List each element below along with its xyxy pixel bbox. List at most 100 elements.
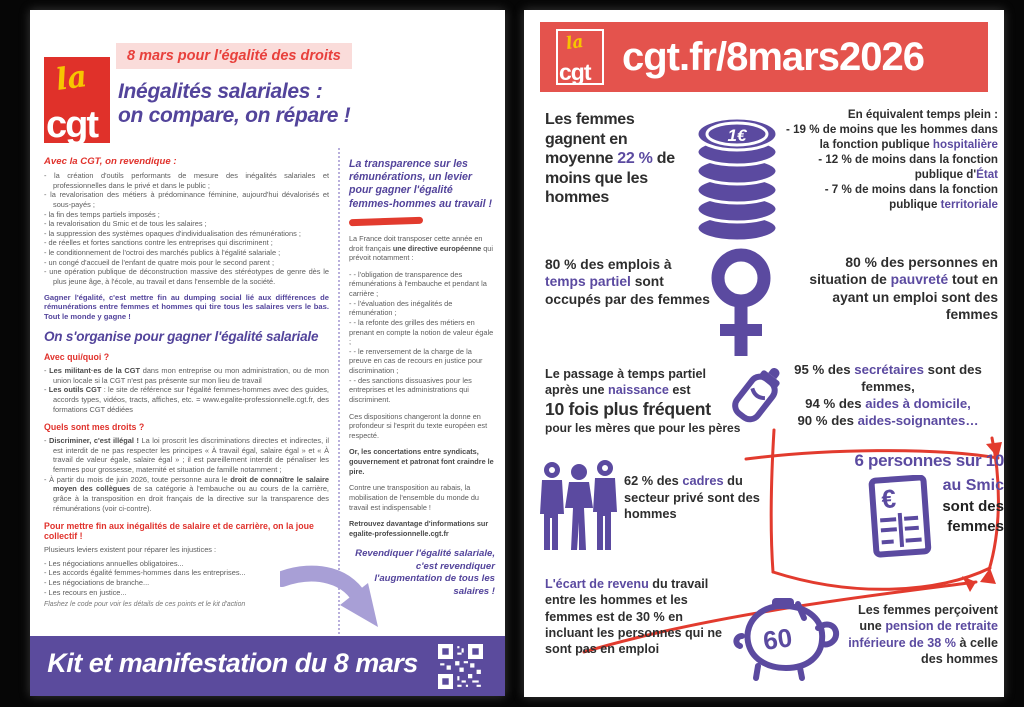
stat-highlight: pension de retraite inférieure de 38 % xyxy=(848,619,998,650)
stat-line: - 19 % de moins que les hommes dans la f… xyxy=(784,122,998,152)
bottom-banner-label: Kit et manifestation du 8 mars xyxy=(47,648,418,678)
stat-highlight: 22 % xyxy=(617,150,653,168)
stat-highlight: L'écart de revenu xyxy=(545,577,649,591)
sidebar-heading: La transparence sur les rémunérations, u… xyxy=(349,158,493,210)
cgt-outline-logo: la cgt xyxy=(556,29,604,85)
stat-line: - 12 % de moins dans la fonction publiqu… xyxy=(784,152,998,182)
cgt-logo: la cgt xyxy=(44,57,110,146)
sidebar-column: La transparence sur les rémunérations, u… xyxy=(340,148,495,634)
stat-text: 80 % des personnes en situation de xyxy=(809,255,998,288)
right-page: la cgt cgt.fr/8mars2026 Les femmes gagne… xyxy=(524,10,1004,697)
stat-highlight: territoriale xyxy=(940,198,998,212)
page-title-line1: Inégalités salariales : xyxy=(118,80,323,103)
stat-text: sont des femmes, xyxy=(861,362,982,394)
stat-wage-gap: Les femmes gagnent en moyenne 22 % de mo… xyxy=(545,110,697,208)
stat-line: après une naissance est xyxy=(545,382,750,398)
stat-smic-box: 6 personnes sur 10 € au xyxy=(782,451,1004,559)
cgt-logo-cgt: cgt xyxy=(46,104,99,146)
levers-list: Les négociations annuelles obligatoires.… xyxy=(44,559,329,598)
who-item-rest: dans mon entreprise ou mon administratio… xyxy=(53,366,329,385)
stat-highlight: cadres xyxy=(682,473,724,488)
stat-pension: Les femmes perçoivent une pension de ret… xyxy=(838,602,998,667)
stat-text: tout en ayant un emploi sont des femmes xyxy=(832,272,998,323)
rights-item-bold: droit de connaître le salaire moyen des … xyxy=(53,474,329,494)
stat-line: Le passage à temps partiel xyxy=(545,367,706,381)
stat-feminised-jobs: 95 % des secrétaires sont des femmes, 94… xyxy=(770,362,1006,430)
sidebar-item: - le renversement de la charge de la pre… xyxy=(349,347,495,376)
who-item: Les outils CGT : le site de référence su… xyxy=(44,385,329,414)
sidebar-item-text: des sanctions dissuasives pour les entre… xyxy=(349,375,472,404)
stat-text: de moins que les hommes xyxy=(545,150,675,207)
smic-box-lines: au Smic sont des femmes xyxy=(942,475,1004,537)
sidebar-item-text: l'obligation de transparence des rémunér… xyxy=(349,269,487,299)
sidebar-more-info: Retrouvez davantage d'informations sur e… xyxy=(349,519,489,538)
stat-income-gap: L'écart de revenu du travail entre les h… xyxy=(545,576,733,658)
claims-heading: Avec la CGT, on revendique : xyxy=(44,156,177,167)
collective-heading: Pour mettre fin aux inégalités de salair… xyxy=(44,521,314,542)
stat-text: - 7 % de moins dans la fonction publique xyxy=(824,183,998,212)
sidebar-list: - l'obligation de transparence des rémun… xyxy=(349,270,495,405)
levers-intro: Plusieurs leviers existent pour réparer … xyxy=(44,545,217,555)
stat-highlight: aides-soignantes… xyxy=(857,412,979,428)
rights-list: Discriminer, c'est illégal ! La loi pros… xyxy=(44,436,329,513)
stat-working-poor: 80 % des personnes en situation de pauvr… xyxy=(792,254,998,324)
dumping-paragraph: Gagner l'égalité, c'est mettre fin au du… xyxy=(44,292,329,322)
sidebar-item-text: le renversement de la charge de la preuv… xyxy=(349,346,483,376)
stat-text: Les femmes gagnent en moyenne xyxy=(545,111,635,168)
rights-item-rest: La loi proscrit les discriminations dire… xyxy=(53,436,329,475)
sidebar-item: - la refonte des grilles des métiers en … xyxy=(349,318,495,347)
who-item-bold: Les outils CGT xyxy=(48,385,102,395)
stat-highlight: hospitalière xyxy=(932,138,998,152)
lever-item: Les négociations de branche... xyxy=(44,578,329,588)
stat-text: est xyxy=(668,383,691,398)
sidebar-quote: Revendiquer l'égalité salariale, c'est r… xyxy=(355,548,495,597)
claim-item: une opération publique de déconstruction… xyxy=(44,267,329,286)
right-header-banner: la cgt cgt.fr/8mars2026 xyxy=(540,22,988,92)
stat-public-service: En équivalent temps plein : - 19 % de mo… xyxy=(784,107,998,212)
who-list: Les militant·es de la CGT dans mon entre… xyxy=(44,366,329,414)
female-symbol-icon xyxy=(711,248,771,356)
lever-item: Les recours en justice... xyxy=(44,588,329,598)
who-heading: Avec qui/quoi ? xyxy=(44,352,110,363)
cgt-logo-la: la xyxy=(564,31,585,55)
claim-item: un congé d'accueil de l'enfant de quatre… xyxy=(44,258,329,268)
stat-text: du secteur privé sont des hommes xyxy=(624,473,760,522)
two-column-layout: Avec la CGT, on revendique : la création… xyxy=(44,148,495,634)
qr-code xyxy=(438,644,483,689)
sidebar-p1-pre: La France doit transposer cette année en… xyxy=(349,233,483,253)
sidebar-p1-post: qui prévoit notamment : xyxy=(349,243,493,263)
sidebar-item-text: l'évaluation des inégalités de rémunérat… xyxy=(349,298,453,318)
smic-box-line1: 6 personnes sur 10 xyxy=(854,451,1004,470)
stat-text: Les femmes perçoivent une xyxy=(858,603,998,634)
bottom-banner: Kit et manifestation du 8 mars xyxy=(30,636,505,696)
claim-item: la revalorisation des métiers à prédomin… xyxy=(44,190,329,209)
stat-part-time: 80 % des emplois à temps partiel sont oc… xyxy=(545,256,713,308)
claim-item: la fin des temps partiels imposés ; xyxy=(44,210,329,220)
stat-line: - 7 % de moins dans la fonction publique… xyxy=(784,182,998,212)
claims-list: la création d'outils performants de mesu… xyxy=(44,171,330,287)
organise-heading: On s'organise pour gagner l'égalité sala… xyxy=(44,329,319,345)
rights-item: Discriminer, c'est illégal ! La loi pros… xyxy=(44,436,329,475)
piggy-bank-icon: 60 xyxy=(733,598,840,681)
stat-highlight: secrétaires xyxy=(854,362,924,377)
rights-item-bold: Discriminer, c'est illégal ! xyxy=(49,436,139,446)
claim-item: la suppression des systèmes opaques d'in… xyxy=(44,229,329,239)
stat-text: 80 % des emplois à xyxy=(545,257,672,272)
campaign-url: cgt.fr/8mars2026 xyxy=(622,35,925,79)
who-item-rest: : le site de référence sur l'égalité fem… xyxy=(53,385,329,414)
page-title: Inégalités salariales : on compare, on r… xyxy=(118,80,351,128)
sidebar-item: - l'évaluation des inégalités de rémunér… xyxy=(349,299,495,318)
stat-text: - 12 % de moins dans la fonction publiqu… xyxy=(818,153,998,182)
stat-highlight: pauvreté xyxy=(890,272,949,288)
stat-text: après une xyxy=(545,383,608,398)
coins-stack-icon: 1€ xyxy=(695,116,779,243)
rights-item-pre: À partir du mois de juin 2026, toute per… xyxy=(49,474,231,484)
sidebar-paragraph-mobilisation: Contre une transposition au rabais, la m… xyxy=(349,483,479,512)
piggy-label: 60 xyxy=(761,622,794,656)
purple-arrow-icon xyxy=(280,565,378,627)
stat-highlight: aides à domicile, xyxy=(865,395,971,411)
sidebar-item-text: la refonte des grilles des métiers en pr… xyxy=(349,317,494,347)
claim-item: de réelles et fortes sanctions contre le… xyxy=(44,238,329,248)
who-item-bold: Les militant·es de la CGT xyxy=(49,366,141,376)
